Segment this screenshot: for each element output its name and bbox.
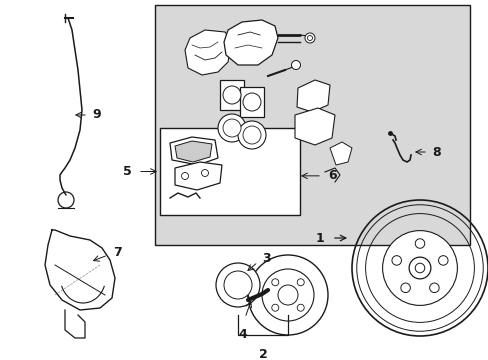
Circle shape: [271, 279, 278, 286]
Circle shape: [391, 256, 401, 265]
Circle shape: [297, 279, 304, 286]
Circle shape: [243, 126, 261, 144]
Circle shape: [305, 33, 314, 43]
Text: 7: 7: [113, 246, 122, 258]
Circle shape: [400, 283, 409, 293]
Text: 8: 8: [431, 145, 440, 158]
Polygon shape: [296, 80, 329, 112]
Bar: [155, 5, 469, 245]
Bar: [160, 128, 299, 215]
Polygon shape: [170, 137, 218, 165]
Circle shape: [297, 304, 304, 311]
Circle shape: [247, 255, 327, 335]
Text: 3: 3: [262, 252, 270, 266]
Circle shape: [223, 119, 241, 137]
Circle shape: [414, 239, 424, 248]
Circle shape: [307, 36, 312, 40]
Text: 9: 9: [92, 108, 101, 122]
Circle shape: [181, 172, 188, 180]
Text: 1: 1: [315, 231, 324, 244]
Bar: [240, 87, 264, 117]
Circle shape: [262, 269, 313, 321]
Polygon shape: [224, 20, 278, 65]
Text: 5: 5: [123, 165, 132, 178]
Circle shape: [201, 170, 208, 176]
Polygon shape: [294, 108, 334, 145]
Polygon shape: [175, 141, 212, 162]
Circle shape: [243, 93, 261, 111]
Circle shape: [238, 121, 265, 149]
Bar: [220, 80, 244, 110]
Circle shape: [216, 263, 260, 307]
Circle shape: [278, 285, 297, 305]
Circle shape: [414, 263, 424, 273]
Circle shape: [223, 86, 241, 104]
Text: 6: 6: [327, 169, 336, 183]
Circle shape: [429, 283, 438, 293]
Polygon shape: [329, 142, 351, 165]
Polygon shape: [175, 162, 222, 190]
Circle shape: [291, 60, 300, 69]
Text: 4: 4: [238, 328, 247, 341]
Circle shape: [382, 231, 456, 305]
Circle shape: [408, 257, 430, 279]
Text: 2: 2: [258, 348, 267, 360]
Circle shape: [218, 114, 245, 142]
Circle shape: [438, 256, 447, 265]
Circle shape: [271, 304, 278, 311]
Circle shape: [224, 271, 251, 299]
Polygon shape: [184, 30, 231, 75]
